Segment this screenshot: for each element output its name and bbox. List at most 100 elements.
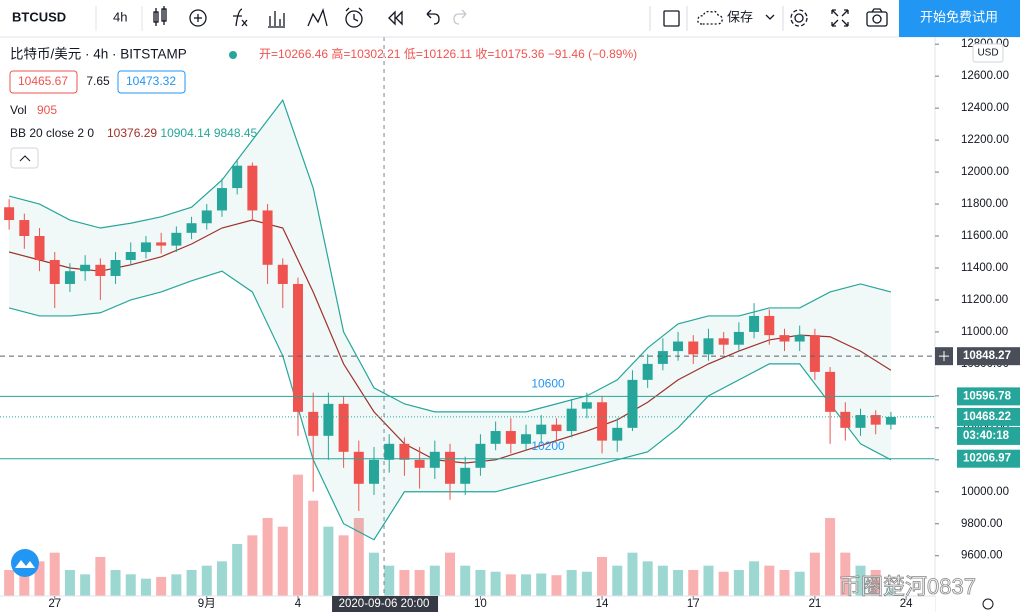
symbol[interactable]: BTCUSD (12, 9, 66, 24)
plot: 10600 10200 (0, 37, 935, 596)
bb-upper: 10904.14 (160, 126, 210, 140)
level-label: 10200 (531, 439, 565, 453)
y-tick-label: 12000.00 (961, 166, 1009, 178)
candle-body (870, 415, 881, 425)
candle-body (201, 210, 212, 224)
interval[interactable]: 4h (113, 9, 127, 24)
chart-type-icon[interactable] (153, 6, 167, 26)
candle-body (551, 424, 562, 432)
candle-body (749, 315, 760, 332)
candle-body (840, 411, 851, 428)
currency-box (972, 43, 1004, 63)
volume-bar (323, 526, 334, 596)
indicator-add-icon[interactable] (189, 9, 207, 27)
countdown-box (957, 426, 1020, 445)
open: 开=10266.46 (259, 47, 328, 61)
bid-box[interactable] (9, 70, 78, 94)
y-tick-label: 11400.00 (961, 262, 1008, 274)
template-icon[interactable] (307, 7, 328, 27)
logo (11, 549, 39, 577)
candle-body (445, 451, 456, 484)
x-tick-label: 9月 (198, 598, 216, 610)
candle-body (627, 379, 638, 428)
fx-icon[interactable] (233, 8, 248, 27)
band-fill (9, 100, 891, 540)
volume-bar (642, 561, 653, 596)
logo-mark (15, 560, 35, 568)
y-tick-label: 12600.00 (961, 70, 1009, 82)
currency: USD (977, 48, 998, 59)
candle-body (399, 443, 410, 460)
x-tick-label: 21 (808, 598, 821, 610)
candle-body (673, 341, 684, 352)
countdown: 03:40:18 (963, 430, 1010, 442)
cloud-icon[interactable] (697, 10, 723, 25)
layout-icon[interactable] (663, 10, 680, 27)
x-tick-label: 27 (48, 598, 61, 610)
volume-bar (779, 570, 790, 596)
bb-name: BB 20 close 2 0 (10, 126, 94, 140)
volume-bar (80, 574, 91, 596)
x-tick-label: 4 (295, 598, 302, 610)
settings-icon[interactable] (790, 9, 808, 27)
replay-icon[interactable] (388, 10, 403, 26)
volume-bar (216, 561, 227, 596)
candle-body (764, 315, 775, 336)
level-box (957, 347, 1020, 366)
candle-body (19, 220, 30, 237)
bb-lower: 9848.45 (214, 126, 258, 140)
candle-body (277, 264, 288, 284)
volume-bar (505, 574, 516, 596)
x-tick-label: 17 (687, 598, 700, 610)
undo-icon[interactable] (426, 9, 440, 25)
toolbar (0, 0, 1020, 37)
vol-value: 905 (37, 103, 57, 117)
symbol-title: 比特币/美元 · 4h · BITSTAMP (10, 47, 187, 62)
volume-bar (688, 570, 699, 596)
vol-name: Vol (10, 103, 27, 117)
ohlc-legend: 开=10266.46 高=10302.21 低=10126.11 收=10175… (259, 46, 637, 61)
save-button[interactable]: 保存 (727, 9, 753, 24)
volume-bar (384, 565, 395, 596)
ask[interactable]: 10473.32 (126, 74, 176, 88)
volume-bar (551, 575, 562, 596)
volume-bar (399, 570, 410, 596)
volume-bar (764, 565, 775, 596)
volume-bar (809, 552, 820, 596)
volume-bar (353, 518, 364, 596)
volume-bar (536, 573, 547, 596)
candle-body (612, 427, 623, 441)
fullscreen-icon[interactable] (831, 9, 849, 27)
y-tick-label: 10000.00 (961, 486, 1009, 498)
candle-body (156, 242, 167, 246)
volume-bar (825, 518, 836, 596)
low: 低=10126.11 (404, 47, 472, 61)
candle-body (34, 236, 45, 260)
ask-box[interactable] (117, 70, 186, 94)
volume-bar (597, 557, 608, 596)
candle-body (369, 459, 379, 484)
candle-body (505, 431, 516, 444)
candle-body (809, 335, 820, 372)
volume-bar (277, 526, 288, 596)
crosshair-label-bg (332, 596, 439, 612)
volume-bar (521, 574, 532, 596)
y-tick-label: 9600.00 (961, 550, 1003, 562)
candle-body (521, 434, 532, 444)
snapshot-icon[interactable] (866, 8, 888, 27)
bars-icon[interactable] (268, 11, 285, 28)
alert-icon[interactable] (345, 7, 363, 28)
candle-body (49, 259, 60, 284)
candle-body (338, 403, 349, 452)
trial-button[interactable] (899, 0, 1020, 37)
level-box-label: 10206.97 (963, 453, 1011, 465)
x-tick-label: 10 (474, 598, 487, 610)
volume-bar (232, 544, 243, 596)
time-axis-bg (0, 596, 935, 612)
level-box (957, 387, 1020, 406)
dropdown-icon[interactable] (765, 14, 775, 20)
collapse-icon (19, 155, 31, 162)
bid[interactable]: 10465.67 (18, 74, 68, 88)
collapse-button[interactable] (10, 147, 39, 169)
trial-label[interactable]: 开始免费试用 (920, 9, 998, 24)
